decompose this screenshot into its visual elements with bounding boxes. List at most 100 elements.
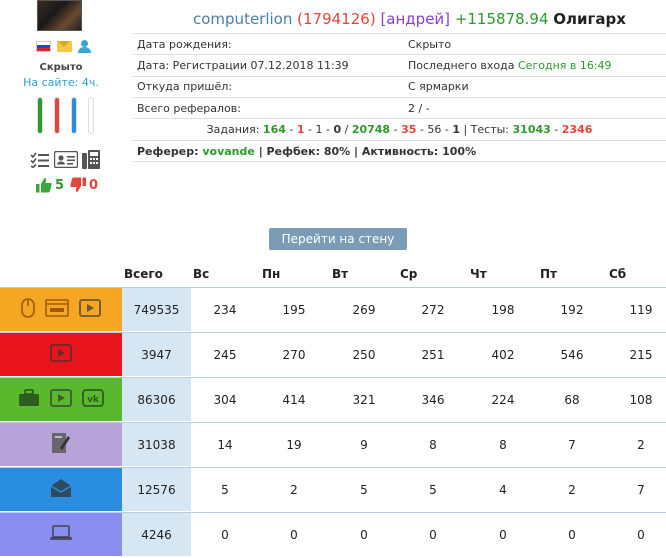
stats-day-value: 5: [429, 483, 437, 497]
stats-row: 749535 234 195 269 272 198 192 119: [0, 287, 666, 331]
stats-day-value: 321: [352, 393, 376, 407]
level-bar-green: [37, 97, 43, 134]
stats-day-value: 269: [352, 303, 376, 317]
tasks-v6: 35: [401, 123, 417, 136]
tests-failed: 2346: [561, 123, 593, 136]
info-label: Откуда пришёл:: [133, 75, 404, 98]
stats-total: 86306: [122, 378, 191, 421]
dislikes-count: 0: [89, 177, 99, 193]
info-row: Откуда пришёл: С ярмарки: [133, 75, 666, 98]
video-icon[interactable]: [50, 344, 72, 365]
stats-row-category[interactable]: [0, 513, 122, 556]
laptop-icon[interactable]: [49, 525, 73, 544]
stats-day-value: 414: [282, 393, 306, 407]
stats-day-value: 0: [499, 528, 507, 542]
referrer-label: Реферер:: [137, 145, 199, 158]
open-mail-icon[interactable]: [50, 478, 72, 501]
svg-text:vk: vk: [87, 395, 100, 405]
stats-header-day: Вт: [332, 267, 349, 281]
stats-total: 3947: [122, 333, 191, 376]
referrer-link[interactable]: vovande: [202, 145, 255, 158]
tasks-v8: 1: [452, 123, 460, 136]
votes: 5 0: [36, 177, 98, 193]
stats-row-category[interactable]: vk: [0, 378, 122, 421]
russia-flag-icon: [36, 41, 51, 52]
likes-count: 5: [55, 177, 65, 193]
balance: +115878.94: [454, 10, 549, 28]
info-row: Дата: Регистрации 07.12.2018 11:39 После…: [133, 54, 666, 77]
stats-day-value: 4: [499, 483, 507, 497]
referrer-line: Реферер: vovande | Рефбек: 80% | Активно…: [133, 140, 666, 162]
rank: Олигарх: [553, 10, 626, 28]
video-icon[interactable]: [79, 299, 101, 320]
info-value: С ярмарки: [404, 75, 666, 98]
stats-day-value: 8: [499, 438, 507, 452]
thumbs-down-icon[interactable]: [70, 177, 87, 193]
stats-day-value: 251: [421, 348, 445, 362]
stats-day-value: 9: [360, 438, 368, 452]
stats-total: 749535: [122, 288, 191, 331]
stats-header-day: Пт: [540, 267, 557, 281]
mouse-icon[interactable]: [21, 298, 35, 321]
info-table: Дата рождения: Скрыто Дата: Регистрации …: [133, 32, 666, 119]
thumbs-up-icon[interactable]: [36, 177, 52, 193]
nickname: [андрей]: [380, 10, 451, 28]
stats-day-value: 198: [491, 303, 515, 317]
level-bar-empty: [88, 97, 94, 134]
stats-day-value: 402: [491, 348, 515, 362]
username[interactable]: computerlion: [193, 10, 293, 28]
stats-header: Всего Вс Пн Вт Ср Чт Пт Сб: [0, 267, 666, 287]
online-time: На сайте: 4ч.: [23, 76, 99, 89]
stats-day-value: 5: [360, 483, 368, 497]
stats-day-value: 2: [290, 483, 298, 497]
vk-icon[interactable]: vk: [82, 389, 104, 410]
stats-row-category[interactable]: [0, 468, 122, 511]
hidden-status: Скрыто: [39, 62, 83, 73]
stats-row-category[interactable]: [0, 423, 122, 466]
tasks-v4: 0: [333, 123, 342, 136]
edit-document-icon[interactable]: [51, 432, 71, 457]
stats-header-day: Чт: [470, 267, 487, 281]
info-label: Дата рождения:: [133, 32, 404, 55]
stats-day-value: 68: [564, 393, 580, 407]
user-icon[interactable]: [78, 40, 91, 53]
tasks-v7: 56: [427, 123, 442, 136]
last-login-label: Последнего входа: [408, 58, 515, 72]
stats-row: 3947 245 270 250 251 402 546 215: [0, 332, 666, 376]
level-bar-blue: [71, 97, 77, 134]
stats-row: vk 86306 304 414 321 346 224 68 108: [0, 377, 666, 421]
info-label: Всего рефералов:: [133, 96, 404, 119]
stats-day-value: 8: [429, 438, 437, 452]
stats-row-category[interactable]: [0, 288, 122, 331]
stats-day-value: 14: [217, 438, 233, 452]
stats-day-value: 0: [637, 528, 645, 542]
mail-icon[interactable]: [57, 41, 72, 52]
id-card-icon[interactable]: [54, 151, 78, 168]
tasks-failed: 1: [296, 123, 305, 136]
calculator-phone-icon[interactable]: [82, 150, 100, 169]
refback: | Рефбек: 80%: [258, 145, 351, 158]
tests-passed: 31043: [512, 123, 551, 136]
tasks-v3: 1: [315, 123, 323, 136]
level-bar-red: [54, 97, 60, 134]
stats-day-value: 234: [213, 303, 237, 317]
stats-day-value: 0: [568, 528, 576, 542]
checklist-icon[interactable]: [30, 152, 50, 168]
user-id: (1794126): [297, 10, 376, 28]
avatar[interactable]: [37, 0, 82, 31]
briefcase-icon[interactable]: [18, 389, 40, 410]
tasks-label: Задания:: [206, 123, 260, 136]
go-to-wall-button[interactable]: Перейти на стену: [269, 228, 407, 250]
stats-day-value: 304: [213, 393, 237, 407]
stats-day-value: 108: [629, 393, 653, 407]
stats-day-value: 195: [282, 303, 306, 317]
browser-icon[interactable]: [45, 299, 69, 320]
stats-row-category[interactable]: [0, 333, 122, 376]
tasks-done: 164: [262, 123, 286, 136]
stats-day-value: 0: [221, 528, 229, 542]
video-icon[interactable]: [50, 389, 72, 410]
stats-header-day: Сб: [609, 267, 627, 281]
info-value: Скрыто: [404, 32, 666, 55]
info-value: 2 / -: [404, 96, 666, 119]
stats-day-value: 192: [560, 303, 584, 317]
